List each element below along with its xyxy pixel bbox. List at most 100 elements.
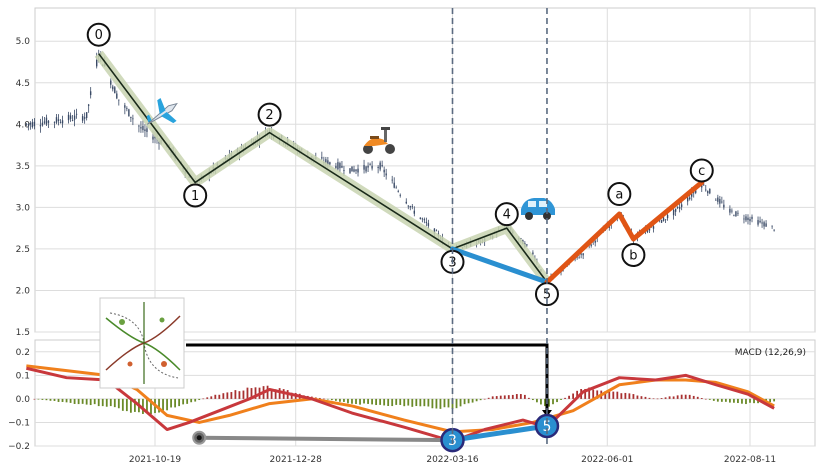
candle-body [41,122,44,126]
wave-label-a: a [607,182,632,207]
histogram-bar [479,398,482,401]
histogram-bar [737,398,739,404]
candle-body [152,136,154,140]
histogram-bar [455,398,458,409]
signal-line [26,364,775,434]
histogram-bar [222,393,225,399]
histogram-bar [371,398,373,405]
histogram-bar [242,390,245,399]
histogram-bar [77,398,80,405]
candle-body [751,216,753,219]
wave-label-circle [183,183,208,208]
candle-body [715,199,717,201]
histogram-bar [435,398,438,409]
histogram-bar [507,395,510,399]
candle-body [116,93,118,99]
price-y-tick-label: 5.0 [16,37,31,47]
candle-body [73,115,76,120]
candle-body [717,197,719,202]
histogram-bar [89,398,92,406]
histogram-bar [660,398,663,399]
histogram-bar [672,396,675,399]
airplane-icon [146,97,178,125]
candle-body [371,165,373,169]
candle-body [707,191,709,194]
candle-body [383,169,385,173]
histogram-bar [214,394,217,399]
candle-body [757,220,759,225]
histogram-bar [499,395,502,399]
impulse-wave-line [98,53,548,283]
histogram-bar [335,398,337,401]
candle-body [29,123,32,125]
price-y-tick-label: 1.5 [16,328,30,338]
histogram-bar [640,396,643,399]
correction-wave-line [544,179,705,285]
histogram-bar [190,398,193,403]
wave-label-text: 0 [95,28,103,43]
histogram-bar [688,394,691,399]
candle-body [676,206,679,208]
candle-body [365,166,367,172]
candle-body [688,197,691,200]
histogram-bar [608,390,611,399]
histogram-bar [69,398,72,403]
wave-label-text: 2 [265,108,273,123]
candle-body [110,80,112,85]
candle-body [433,228,436,235]
histogram-bar [708,398,711,400]
macd-panel: −0.2−0.10.00.10.2 MACD (12,26,9) 35 [8,297,816,453]
histogram-bar [218,394,221,399]
price-y-tick-label: 4.5 [16,79,30,89]
candle-body [343,170,345,172]
histogram-bar [540,398,542,405]
histogram-bar [73,398,76,404]
histogram-bar [133,398,136,412]
histogram-bar [620,393,623,399]
histogram-bar [720,398,723,402]
candle-body [83,117,86,119]
histogram-bar [584,388,587,399]
histogram-bar [202,398,205,400]
wave-label-text: c [698,164,705,179]
impulse-wave [94,50,551,286]
macd-lines [26,364,775,443]
histogram-bar [459,398,462,407]
candle-body [69,115,72,119]
candle-body [526,244,528,246]
wave-label-circle [86,22,111,47]
histogram-bar [254,387,257,399]
histogram-bar [113,398,116,408]
candle-body [138,125,140,127]
histogram-bar [712,398,715,401]
candle-body [385,173,387,176]
histogram-bar [391,398,394,407]
gray-segment-start-core [196,435,202,441]
candle-body [349,168,351,173]
candle-body [47,121,50,123]
cycle-diagram-icon [99,297,185,389]
candle-body [59,122,62,123]
candle-body [397,190,399,192]
candle-body [733,215,735,217]
histogram-bar [604,391,607,399]
wave-label-text: a [615,188,623,203]
candle-body [731,210,733,212]
candle-body [367,165,369,168]
histogram-bar [511,394,514,399]
histogram-bar [576,390,579,399]
candle-body [87,104,90,106]
candle-body [680,204,683,207]
candle-body [771,225,773,227]
candle-body [423,219,426,221]
x-tick-label: 2022-08-11 [724,455,776,465]
histogram-bar [588,387,591,399]
histogram-bar [142,398,144,414]
histogram-bar [210,396,213,399]
histogram-bar [182,398,185,405]
candle-body [329,162,331,165]
histogram-bar [684,394,687,399]
macd-marker-5: 5 [534,413,560,439]
candle-body [379,162,381,170]
